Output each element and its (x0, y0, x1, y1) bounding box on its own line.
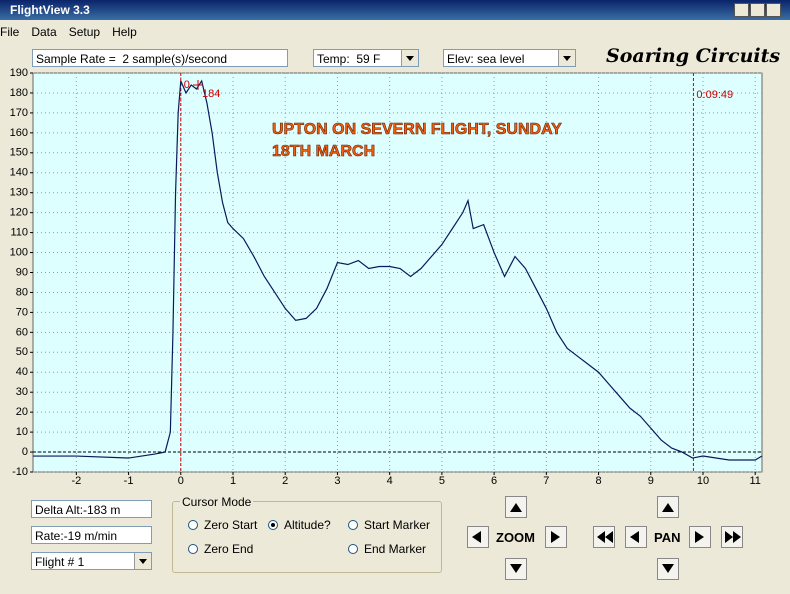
delta-alt: Delta Alt:-183 m (31, 500, 152, 518)
y-tick-label: 30 (16, 386, 28, 398)
radio-label: Zero Start (204, 518, 258, 532)
y-tick-label: 20 (16, 406, 28, 418)
y-tick-label: 90 (16, 266, 28, 278)
pan-left[interactable] (625, 526, 647, 548)
x-tick-label: 3 (334, 475, 340, 487)
x-tick-label: 1 (230, 475, 236, 487)
menu-item[interactable]: Setup (68, 25, 101, 39)
y-tick-label: 10 (16, 426, 28, 438)
close-button[interactable] (766, 3, 781, 17)
x-tick-label: 5 (439, 475, 445, 487)
x-tick-label: 8 (595, 475, 601, 487)
y-tick-label: 180 (10, 87, 28, 99)
cursor-cross (193, 79, 204, 90)
zoom-right[interactable] (545, 526, 567, 548)
menu-item[interactable]: Data (31, 25, 57, 39)
x-tick-label: -2 (71, 475, 81, 487)
y-tick-label: 130 (10, 187, 28, 199)
y-tick-label: 0 (22, 446, 28, 458)
pan-right[interactable] (689, 526, 711, 548)
y-tick-label: 160 (10, 127, 28, 139)
brand: Soaring Circuits (606, 45, 781, 67)
chart-title: 18TH MARCH (272, 143, 375, 160)
x-tick-label: 4 (387, 475, 393, 487)
y-tick-label: 80 (16, 286, 28, 298)
radio-label: Zero End (204, 542, 254, 556)
y-tick-label: 100 (10, 246, 28, 258)
radio-label: Start Marker (364, 518, 431, 532)
x-tick-label: 0 (178, 475, 184, 487)
zoom-down[interactable] (505, 558, 527, 580)
title-bar: FlightView 3.3 (0, 0, 790, 20)
pan-fast-left[interactable] (593, 526, 615, 548)
radio-label: End Marker (364, 542, 427, 556)
pan-label: PAN (654, 530, 681, 545)
y-tick-label: 170 (10, 107, 28, 119)
zoom-label: ZOOM (496, 530, 535, 545)
y-tick-label: 110 (10, 227, 28, 239)
elev-combo[interactable]: Elev: sea level (443, 49, 576, 67)
x-tick-label: -1 (124, 475, 134, 487)
pan-down[interactable] (657, 558, 679, 580)
marker-label: 0:09:49 (696, 89, 733, 101)
cursor-label: 184 (202, 88, 220, 100)
radio-button[interactable] (348, 520, 358, 530)
y-tick-label: 140 (10, 167, 28, 179)
x-tick-label: 11 (750, 475, 761, 487)
rate: Rate:-19 m/min (31, 526, 152, 544)
temp-combo[interactable]: Temp: 59 F (313, 49, 419, 67)
cursor-mode-group (172, 501, 442, 573)
radio-button[interactable] (348, 544, 358, 554)
zoom-up[interactable] (505, 496, 527, 518)
x-tick-label: 9 (648, 475, 654, 487)
y-tick-label: 150 (10, 147, 28, 159)
menu-bar: File Data Setup Help (0, 22, 149, 42)
pan-fast-right[interactable] (721, 526, 743, 548)
temp: Temp: 59 F (317, 52, 381, 66)
altitude-line (33, 79, 763, 461)
sample-rate: Sample Rate = 2 sample(s)/second (32, 49, 288, 67)
maximize-button[interactable] (750, 3, 765, 17)
minimize-button[interactable] (734, 3, 749, 17)
menu-item[interactable]: File (0, 25, 20, 39)
y-tick-label: 70 (16, 306, 28, 318)
x-tick-label: 6 (491, 475, 497, 487)
zoom-left[interactable] (467, 526, 489, 548)
y-tick-label: 120 (10, 207, 28, 219)
y-tick-label: 40 (16, 366, 28, 378)
x-tick-label: 2 (282, 475, 288, 487)
x-tick-label: 7 (543, 475, 549, 487)
menu-item[interactable]: Help (112, 25, 137, 39)
window-title: FlightView 3.3 (10, 3, 90, 17)
pan-up[interactable] (657, 496, 679, 518)
marker-label: 0 (184, 79, 190, 91)
flight: Flight # 1 (35, 555, 85, 569)
radio-dot (271, 523, 275, 527)
radio-button[interactable] (188, 520, 198, 530)
radio-label: Altitude? (284, 518, 331, 532)
chart-title: UPTON ON SEVERN FLIGHT, SUNDAY (272, 121, 562, 138)
elev: Elev: sea level (447, 52, 525, 66)
cursor-mode-title: Cursor Mode (180, 495, 254, 509)
x-tick-label: 10 (697, 475, 709, 487)
y-tick-label: 60 (16, 326, 28, 338)
radio-button[interactable] (268, 520, 278, 530)
y-tick-label: -10 (12, 466, 28, 478)
flight-combo[interactable]: Flight # 1 (31, 552, 152, 570)
y-tick-label: 190 (10, 67, 28, 79)
y-tick-label: 50 (16, 346, 28, 358)
radio-button[interactable] (188, 544, 198, 554)
